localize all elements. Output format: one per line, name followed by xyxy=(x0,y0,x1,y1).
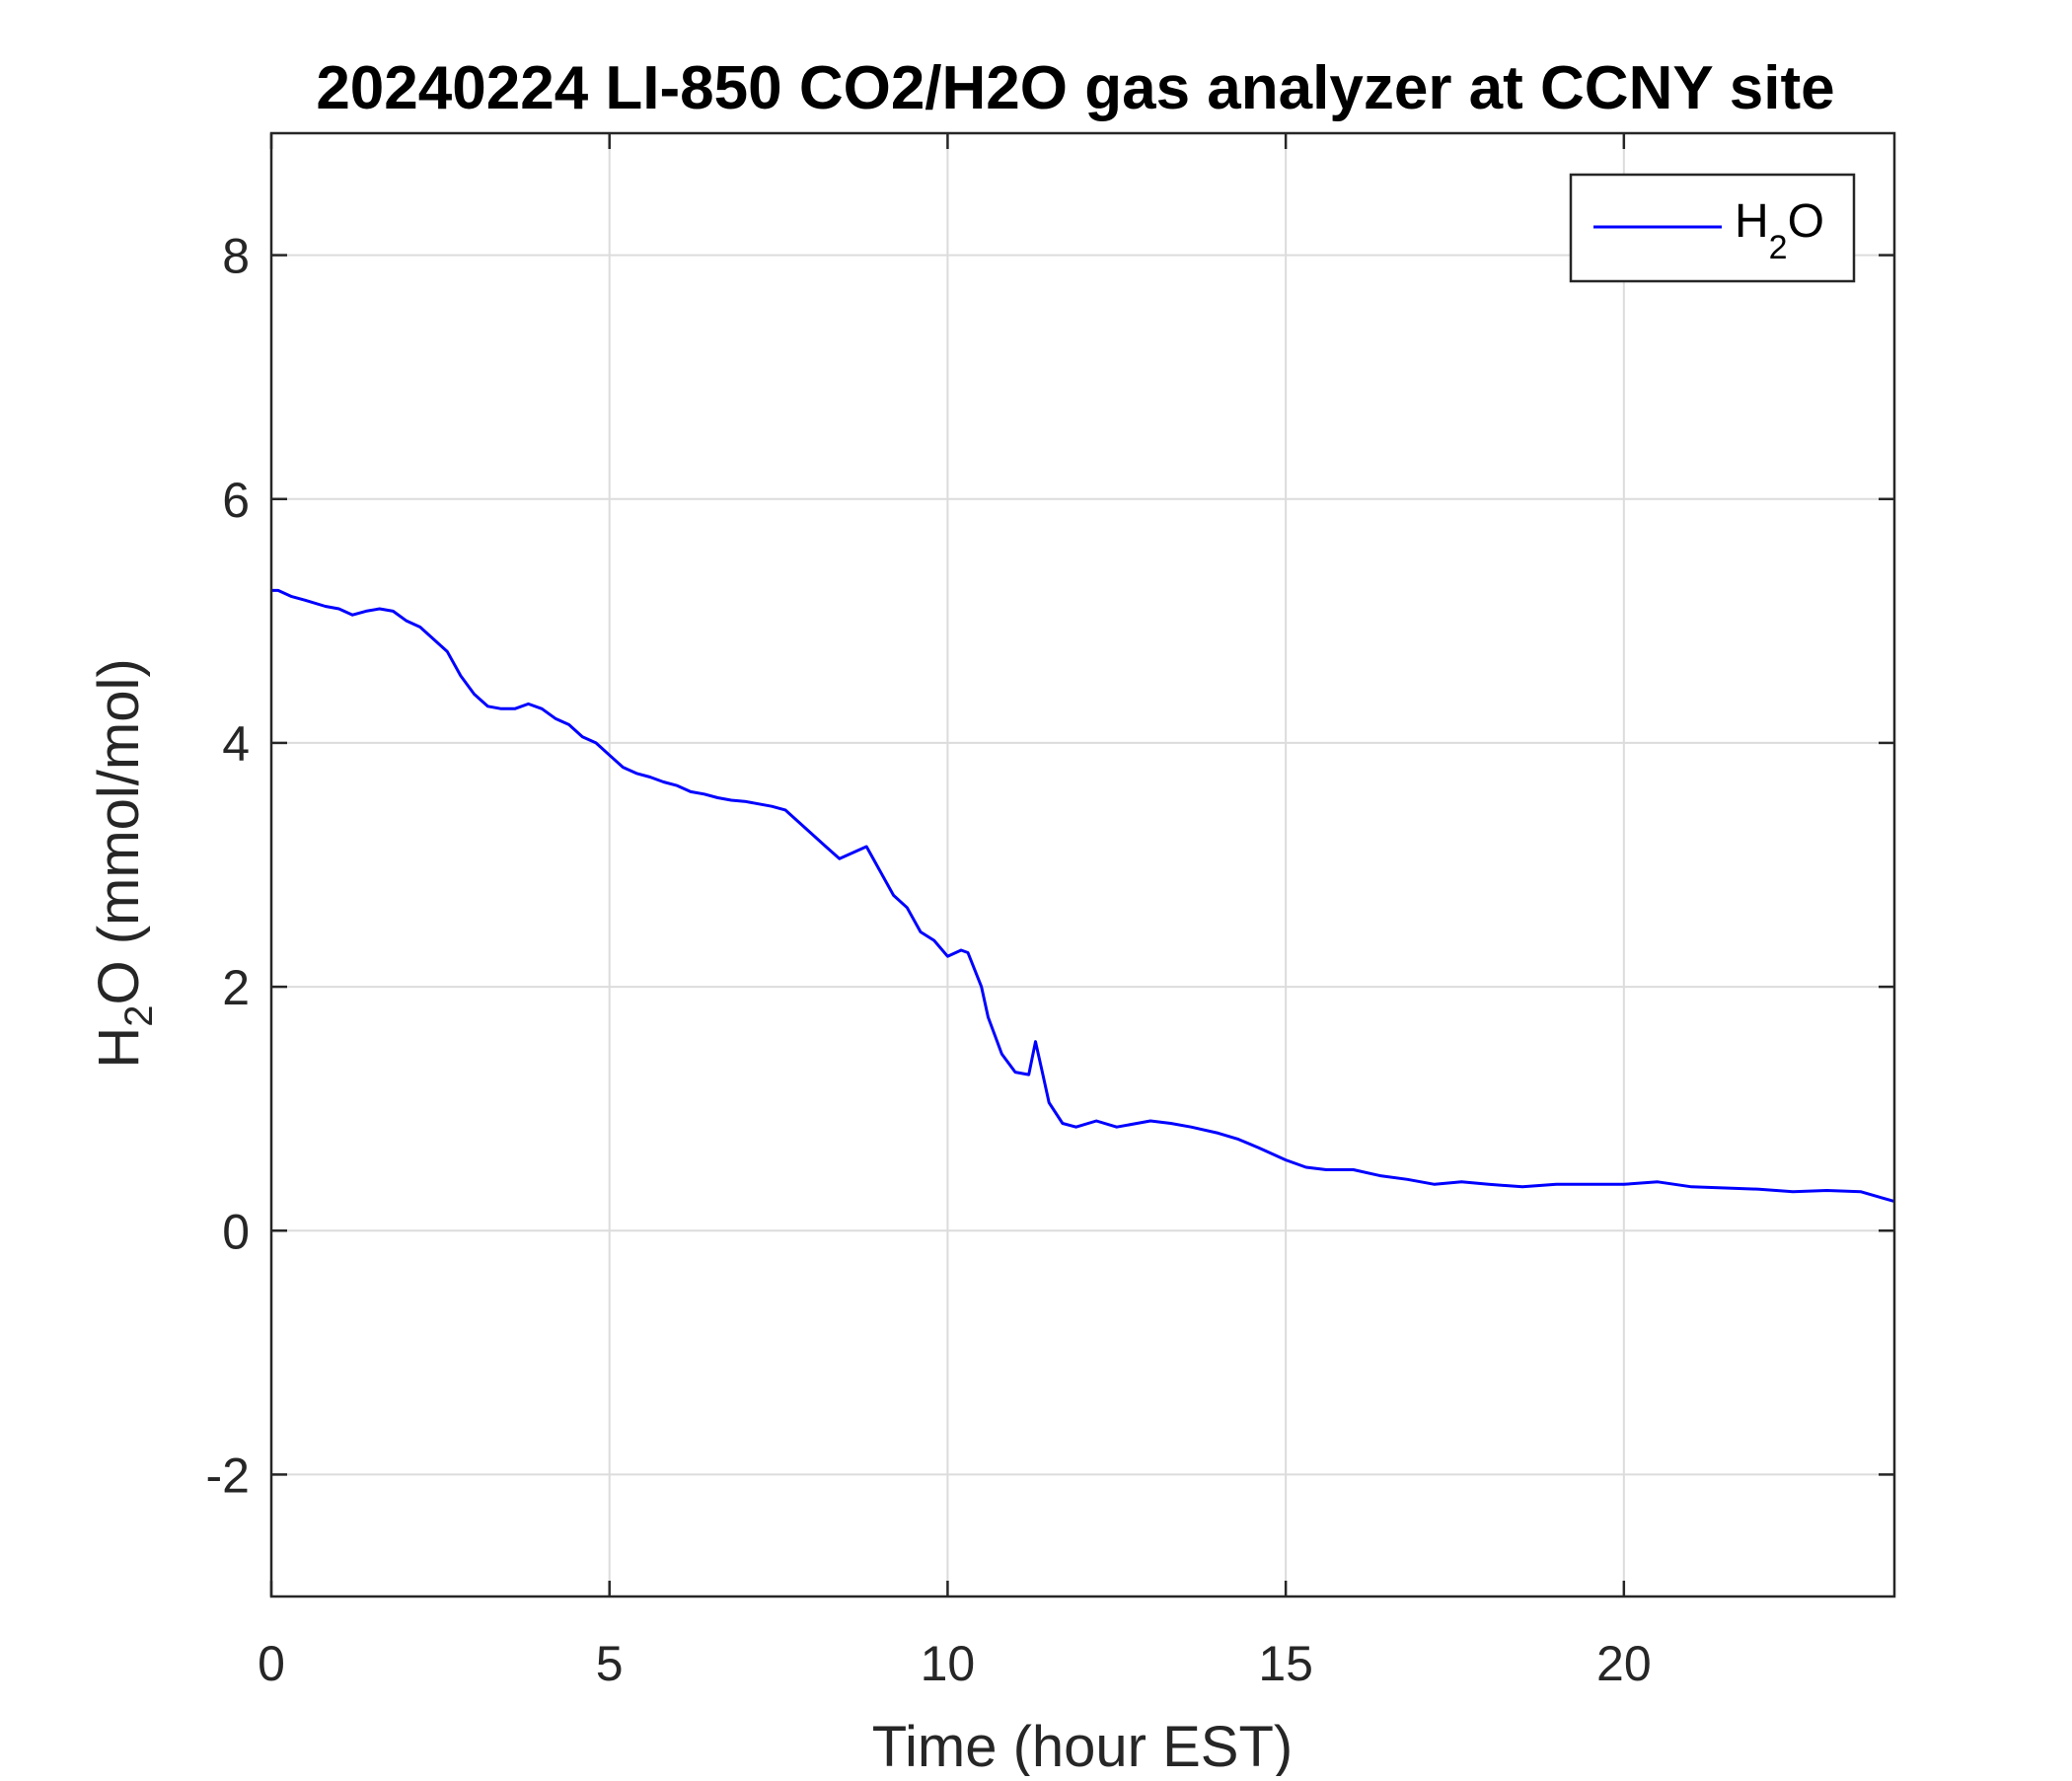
x-tick-label: 10 xyxy=(921,1636,976,1691)
plot-frame xyxy=(269,131,1896,1598)
y-tick-label: 6 xyxy=(222,473,250,528)
y-axis-label-rest: O (mmol/mol) xyxy=(87,658,151,1004)
y-tick-label: 0 xyxy=(222,1204,250,1259)
x-tick-label: 20 xyxy=(1596,1636,1652,1691)
chart-title: 20240224 LI-850 CO2/H2O gas analyzer at … xyxy=(316,54,1834,122)
y-tick-label: 4 xyxy=(222,716,250,772)
legend: H2O xyxy=(1569,173,1856,283)
series-line-h2o xyxy=(271,588,1895,1204)
y-axis-label: H2O (mmol/mol) xyxy=(87,658,161,1068)
x-tick-label: 15 xyxy=(1258,1636,1313,1691)
series-layer xyxy=(271,588,1895,1204)
x-tick-label: 0 xyxy=(258,1636,285,1691)
plot-area xyxy=(271,133,1894,1596)
legend-label-main: H xyxy=(1735,195,1769,248)
legend-label-h2o: H2O xyxy=(1735,195,1824,266)
legend-label-sub: 2 xyxy=(1769,229,1788,266)
legend-label-rest: O xyxy=(1788,195,1824,248)
y-axis-label-sub: 2 xyxy=(117,1005,161,1027)
y-tick-label: 2 xyxy=(222,960,250,1015)
x-tick-label: 5 xyxy=(596,1636,624,1691)
ticks: 0 5 10 15 20 -2 0 2 4 6 8 xyxy=(206,133,1894,1691)
y-tick-label: -2 xyxy=(206,1447,250,1503)
y-tick-label: 8 xyxy=(222,229,250,284)
y-axis-label-main: H xyxy=(87,1027,151,1069)
x-axis-label: Time (hour EST) xyxy=(872,1715,1293,1776)
